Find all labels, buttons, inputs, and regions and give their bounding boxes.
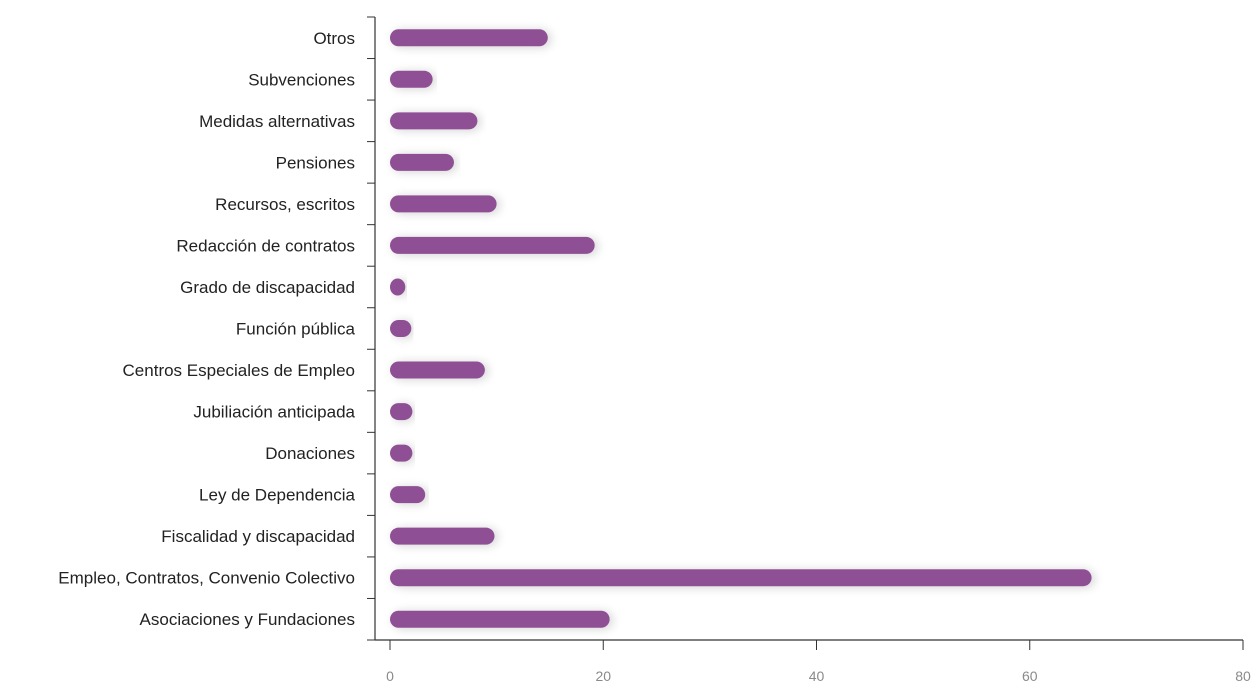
x-tick-label-40: 40 — [809, 668, 825, 684]
bar-grado-de-discapacidad — [390, 278, 406, 296]
bar-recursos-escritos — [390, 195, 497, 213]
category-label-redaccion-de-contratos: Redacción de contratos — [176, 236, 355, 255]
bar-empleo-contratos-convenio-colectivo — [390, 569, 1092, 587]
bar-jubiliacion-anticipada — [390, 403, 413, 421]
category-label-otros: Otros — [313, 29, 355, 48]
category-label-grado-de-discapacidad: Grado de discapacidad — [180, 278, 355, 297]
x-tick-label-60: 60 — [1022, 668, 1038, 684]
bar-donaciones — [390, 444, 413, 462]
category-label-pensiones: Pensiones — [276, 153, 355, 172]
x-tick-label-80: 80 — [1235, 668, 1251, 684]
bar-medidas-alternativas — [390, 112, 478, 130]
bar-pensiones — [390, 153, 454, 171]
bar-asociaciones-y-fundaciones — [390, 610, 610, 628]
category-label-funcion-publica: Función pública — [236, 320, 356, 339]
category-labels: Otros Subvenciones Medidas alternativas Pen… — [58, 29, 355, 629]
category-label-asociaciones-y-fundaciones: Asociaciones y Fundaciones — [140, 610, 355, 629]
category-label-centros-especiales-de-empleo: Centros Especiales de Empleo — [123, 361, 355, 380]
category-label-jubiliacion-anticipada: Jubiliación anticipada — [193, 403, 355, 422]
bar-subvenciones — [390, 70, 433, 88]
category-label-medidas-alternativas: Medidas alternativas — [199, 112, 355, 131]
category-label-empleo-contratos-convenio-colectivo: Empleo, Contratos, Convenio Colectivo — [58, 569, 355, 588]
category-label-recursos-escritos: Recursos, escritos — [215, 195, 355, 214]
x-tick-label-0: 0 — [386, 668, 394, 684]
category-label-subvenciones: Subvenciones — [248, 70, 355, 89]
category-label-donaciones: Donaciones — [265, 444, 355, 463]
bar-funcion-publica — [390, 320, 412, 337]
bars-group — [390, 29, 1092, 628]
bar-centros-especiales-de-empleo — [390, 361, 485, 379]
x-tick-label-20: 20 — [595, 668, 611, 684]
y-axis — [367, 16, 376, 641]
category-label-fiscalidad-y-discapacidad: Fiscalidad y discapacidad — [161, 527, 355, 546]
bar-ley-de-dependencia — [390, 486, 426, 504]
bar-redaccion-de-contratos — [390, 236, 595, 254]
bar-fiscalidad-y-discapacidad — [390, 527, 495, 545]
bar-otros — [390, 29, 548, 47]
category-label-ley-de-dependencia: Ley de Dependencia — [199, 486, 356, 505]
x-axis: 0 20 40 60 80 — [375, 639, 1251, 684]
